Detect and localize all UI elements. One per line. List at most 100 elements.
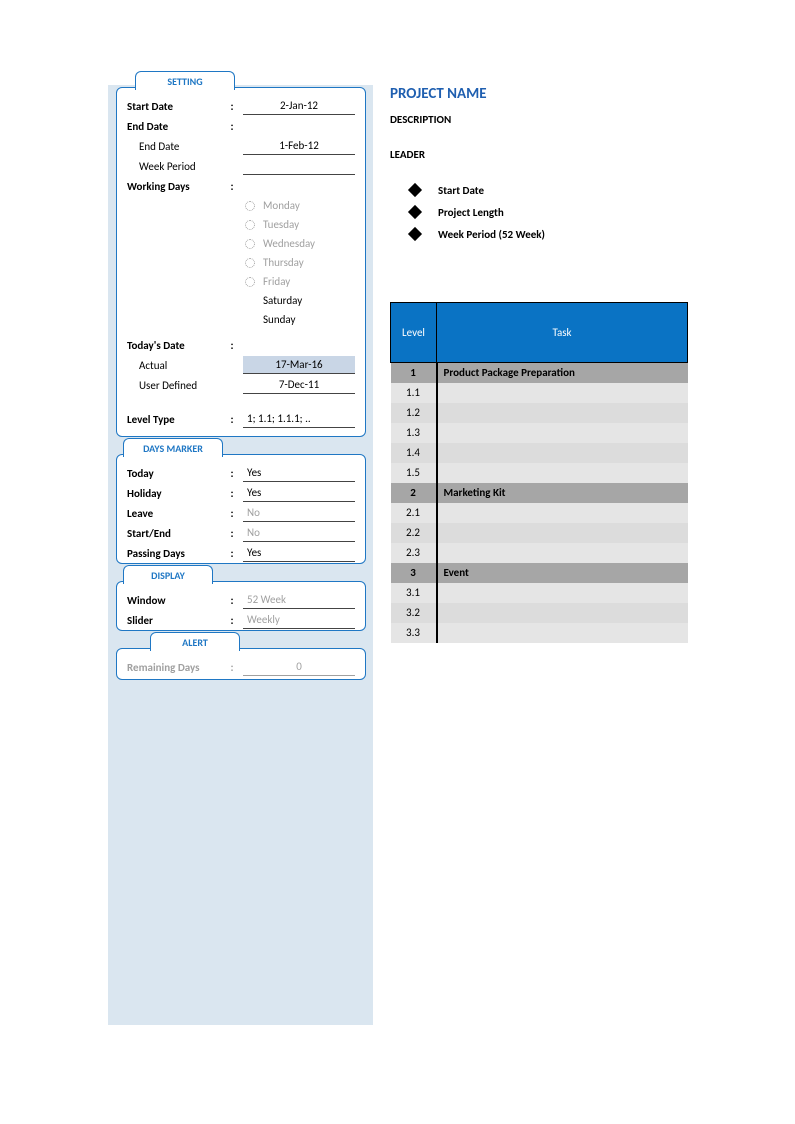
day-label: Friday xyxy=(263,275,290,288)
value-start-end[interactable]: No xyxy=(243,524,355,542)
label-end-date-sub: End Date xyxy=(127,140,227,153)
table-row[interactable]: 3.2 xyxy=(391,603,688,623)
table-row[interactable]: 2.3 xyxy=(391,543,688,563)
display-card: Window : 52 Week Slider : Weekly xyxy=(116,581,366,631)
diamond-bullet-icon xyxy=(408,205,422,219)
label-working-days: Working Days xyxy=(127,180,227,193)
cell-task xyxy=(437,603,688,623)
row-end-date-sub: End Date 1-Feb-12 xyxy=(127,136,355,156)
days-marker-card: Today : Yes Holiday : Yes Leave : No Sta… xyxy=(116,454,366,564)
tab-display[interactable]: DISPLAY xyxy=(123,565,213,584)
cell-task xyxy=(437,383,688,403)
table-row[interactable]: 2Marketing Kit xyxy=(391,483,688,503)
value-passing-days[interactable]: Yes xyxy=(243,544,355,562)
cell-task xyxy=(437,543,688,563)
row-start-date: Start Date : 2-Jan-12 xyxy=(127,96,355,116)
value-end-date[interactable]: 1-Feb-12 xyxy=(243,137,355,155)
cell-level: 1 xyxy=(391,363,437,383)
cell-level: 1.5 xyxy=(391,463,437,483)
bullet-label: Start Date xyxy=(438,184,484,197)
label-week-period: Week Period xyxy=(127,160,227,173)
day-label: Wednesday xyxy=(263,237,315,250)
label-actual: Actual xyxy=(127,359,227,372)
cell-task xyxy=(437,583,688,603)
row-actual: Actual 17-Mar-16 xyxy=(127,355,355,375)
value-leave[interactable]: No xyxy=(243,504,355,522)
day-label: Tuesday xyxy=(263,218,299,231)
table-row[interactable]: 2.1 xyxy=(391,503,688,523)
cell-task xyxy=(437,523,688,543)
table-row[interactable]: 1.4 xyxy=(391,443,688,463)
label-level-type: Level Type xyxy=(127,413,227,426)
project-leader: LEADER xyxy=(390,148,690,161)
working-day-monday[interactable]: Monday xyxy=(243,196,355,215)
table-row[interactable]: 1.1 xyxy=(391,383,688,403)
value-start-date[interactable]: 2-Jan-12 xyxy=(243,97,355,115)
label-start-date: Start Date xyxy=(127,100,227,113)
row-level-type: Level Type : 1; 1.1; 1.1.1; .. xyxy=(127,409,355,429)
table-row[interactable]: 1Product Package Preparation xyxy=(391,363,688,383)
tab-setting[interactable]: SETTING xyxy=(135,71,235,90)
value-remaining-days: 0 xyxy=(243,658,355,676)
project-description: DESCRIPTION xyxy=(390,113,690,126)
project-header: PROJECT NAME DESCRIPTION LEADER Start Da… xyxy=(390,85,690,245)
project-bullet: Week Period (52 Week) xyxy=(410,223,690,245)
label-passing-days: Passing Days xyxy=(127,547,227,560)
task-table: Level Task 1Product Package Preparation1… xyxy=(390,302,688,643)
day-toggle-icon xyxy=(243,218,257,232)
tab-days-marker[interactable]: DAYS MARKER xyxy=(123,438,223,457)
value-week-period[interactable] xyxy=(243,157,355,175)
diamond-bullet-icon xyxy=(408,227,422,241)
table-row[interactable]: 1.3 xyxy=(391,423,688,443)
value-window[interactable]: 52 Week xyxy=(243,591,355,609)
cell-task xyxy=(437,503,688,523)
working-day-thursday[interactable]: Thursday xyxy=(243,253,355,272)
tab-alert[interactable]: ALERT xyxy=(150,632,240,651)
cell-level: 1.2 xyxy=(391,403,437,423)
working-day-tuesday[interactable]: Tuesday xyxy=(243,215,355,234)
cell-level: 1.1 xyxy=(391,383,437,403)
row-end-date-header: End Date : xyxy=(127,116,355,136)
working-day-wednesday[interactable]: Wednesday xyxy=(243,234,355,253)
cell-level: 3.2 xyxy=(391,603,437,623)
day-label: Saturday xyxy=(263,294,302,307)
setting-card: Start Date : 2-Jan-12 End Date : End Dat… xyxy=(116,87,366,437)
project-bullets: Start Date Project LengthWeek Period (52 … xyxy=(410,179,690,245)
value-user-defined[interactable]: 7-Dec-11 xyxy=(243,376,355,394)
working-days-list: Monday Tuesday Wednesday Thursday Friday Satu… xyxy=(243,196,355,329)
cell-level: 3.3 xyxy=(391,623,437,643)
value-today[interactable]: Yes xyxy=(243,464,355,482)
cell-level: 2.2 xyxy=(391,523,437,543)
cell-task: Event xyxy=(437,563,688,583)
cell-task: Marketing Kit xyxy=(437,483,688,503)
cell-level: 2 xyxy=(391,483,437,503)
project-name: PROJECT NAME xyxy=(390,85,690,103)
day-toggle-icon xyxy=(243,256,257,270)
table-row[interactable]: 3.3 xyxy=(391,623,688,643)
cell-task xyxy=(437,463,688,483)
label-todays-date: Today's Date xyxy=(127,339,227,352)
working-day-friday[interactable]: Friday xyxy=(243,272,355,291)
table-row[interactable]: 3Event xyxy=(391,563,688,583)
table-row[interactable]: 3.1 xyxy=(391,583,688,603)
cell-level: 1.4 xyxy=(391,443,437,463)
day-toggle-icon xyxy=(243,313,257,327)
value-level-type[interactable]: 1; 1.1; 1.1.1; .. xyxy=(243,410,355,428)
working-day-sunday[interactable]: Sunday xyxy=(243,310,355,329)
table-row[interactable]: 1.5 xyxy=(391,463,688,483)
col-header-level: Level xyxy=(391,303,437,363)
project-bullet: Project Length xyxy=(410,201,690,223)
value-holiday[interactable]: Yes xyxy=(243,484,355,502)
table-row[interactable]: 2.2 xyxy=(391,523,688,543)
label-remaining-days: Remaining Days xyxy=(127,661,227,674)
cell-task: Product Package Preparation xyxy=(437,363,688,383)
cell-level: 2.1 xyxy=(391,503,437,523)
value-slider[interactable]: Weekly xyxy=(243,611,355,629)
working-day-saturday[interactable]: Saturday xyxy=(243,291,355,310)
table-row[interactable]: 1.2 xyxy=(391,403,688,423)
label-window: Window xyxy=(127,594,227,607)
day-toggle-icon xyxy=(243,199,257,213)
label-today: Today xyxy=(127,467,227,480)
alert-card: Remaining Days : 0 xyxy=(116,648,366,680)
cell-level: 1.3 xyxy=(391,423,437,443)
